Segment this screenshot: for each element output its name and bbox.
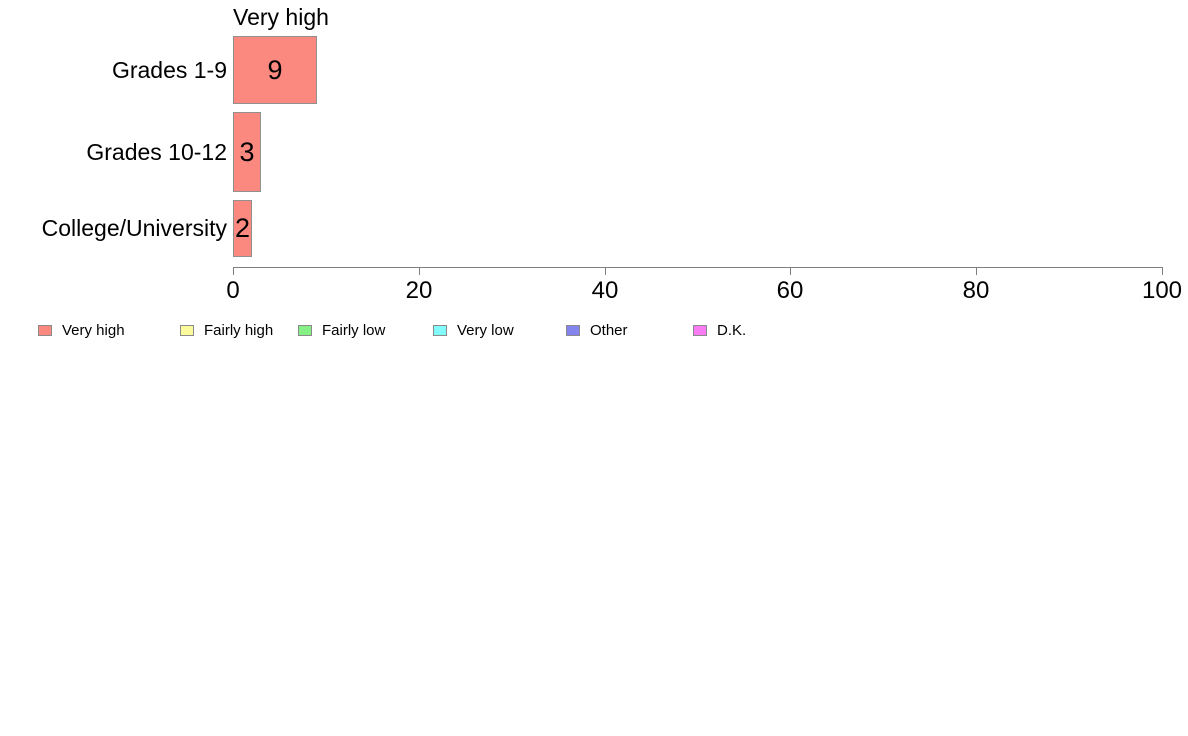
x-axis-tick-label: 60 — [776, 277, 804, 304]
x-axis-tick-label: 0 — [226, 277, 240, 304]
legend-swatch — [693, 325, 707, 336]
bar-value-label: 9 — [267, 54, 283, 85]
category-label: Grades 1-9 — [111, 56, 227, 83]
x-axis-tick-label: 20 — [405, 277, 433, 304]
legend-label: Very low — [457, 322, 514, 339]
legend-item: Fairly low — [298, 322, 385, 339]
legend-swatch — [38, 325, 52, 336]
bar: 3 — [233, 112, 261, 192]
legend-label: D.K. — [717, 322, 747, 339]
x-axis-line — [233, 267, 1162, 268]
x-axis-tick-label: 80 — [962, 277, 990, 304]
legend-swatch — [566, 325, 580, 336]
x-axis-tick-label: 100 — [1141, 277, 1183, 304]
legend-swatch — [433, 325, 447, 336]
x-axis-tick-label: 40 — [591, 277, 619, 304]
legend-swatch — [298, 325, 312, 336]
bar: 2 — [233, 200, 252, 257]
x-axis-tick — [605, 267, 606, 275]
x-axis-tick — [233, 267, 234, 275]
legend-label: Very high — [62, 322, 125, 339]
x-axis-tick — [790, 267, 791, 275]
legend-item: Very high — [38, 322, 125, 339]
x-axis-tick — [976, 267, 977, 275]
bar-value-label: 3 — [239, 136, 255, 167]
x-axis-tick — [1162, 267, 1163, 275]
chart-title: Very high — [233, 4, 329, 30]
category-label: College/University — [41, 215, 227, 241]
category-label: Grades 10-12 — [86, 138, 227, 165]
bar-value-label: 2 — [234, 213, 251, 243]
legend-item: D.K. — [693, 322, 746, 339]
legend-item: Other — [566, 322, 628, 339]
legend-swatch — [180, 325, 194, 336]
legend-item: Fairly high — [180, 322, 273, 339]
legend-label: Fairly low — [322, 322, 386, 339]
legend-label: Other — [590, 322, 628, 339]
legend-label: Fairly high — [204, 322, 274, 339]
x-axis-tick — [419, 267, 420, 275]
bar: 9 — [233, 36, 317, 104]
legend-item: Very low — [433, 322, 514, 339]
